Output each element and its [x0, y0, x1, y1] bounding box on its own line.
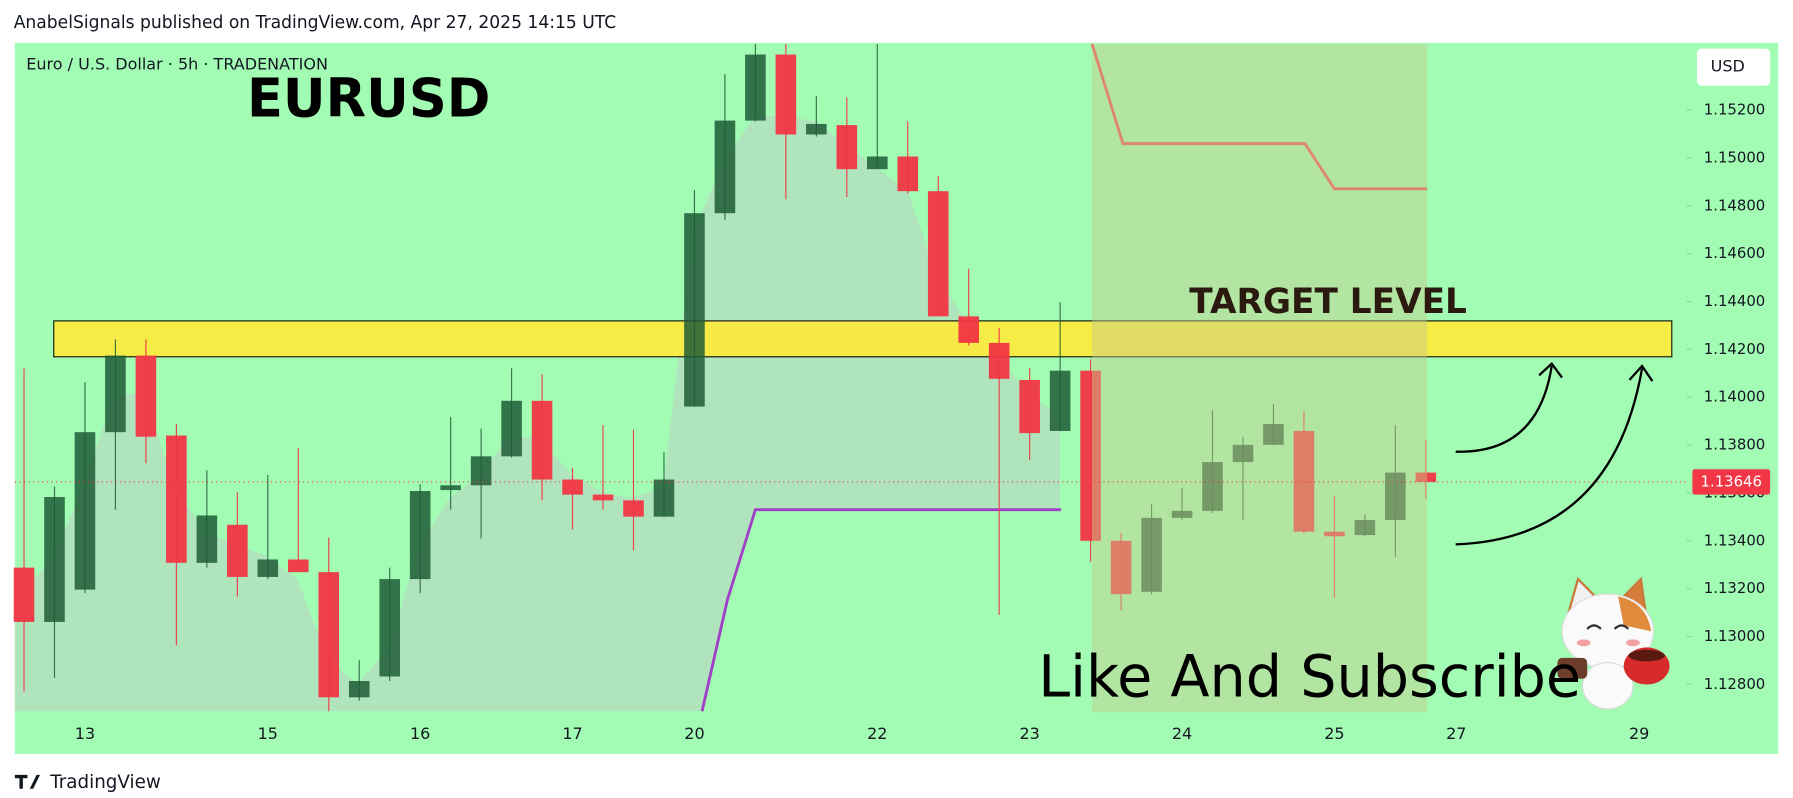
y-tick-label: 1.13200: [1704, 579, 1765, 597]
candle-body: [592, 494, 614, 501]
y-tick-label: 1.14600: [1704, 244, 1765, 262]
x-tick-label: 16: [410, 724, 430, 743]
candle-body: [836, 125, 858, 170]
candle-body: [1324, 531, 1345, 537]
publish-header: AnabelSignals published on TradingView.c…: [14, 13, 617, 33]
indicator-line: [700, 508, 1062, 712]
x-tick-label: 15: [258, 724, 278, 743]
candle-body: [105, 355, 126, 433]
candle-body: [1080, 370, 1101, 541]
candle-body: [196, 515, 218, 563]
candle-body: [74, 432, 96, 590]
x-tick-label: 29: [1629, 724, 1649, 743]
candle-body: [287, 559, 309, 573]
candle-body: [684, 213, 705, 407]
candle-body: [1171, 510, 1193, 518]
y-tick-label: 1.12800: [1704, 675, 1765, 693]
candle-body: [927, 191, 949, 317]
x-tick-label: 20: [684, 724, 704, 743]
y-tick-label: 1.15000: [1704, 148, 1765, 166]
footer-logo: [14, 774, 41, 789]
y-tick-label: 1.15200: [1704, 100, 1765, 118]
x-tick-label: 17: [562, 724, 582, 743]
indicator-area: [14, 115, 1061, 712]
arrow-head: [1628, 364, 1654, 382]
y-tick-label: 1.14200: [1704, 340, 1765, 358]
candle-body: [958, 316, 980, 343]
marks: [13, 44, 1437, 712]
candle-body: [318, 572, 340, 698]
x-tick-label: 23: [1019, 724, 1039, 743]
symbol-info: Euro / U.S. Dollar · 5h · TRADENATION: [26, 54, 328, 73]
y-tick-label: 1.13400: [1704, 531, 1765, 549]
indicator-line: [1090, 43, 1428, 191]
candle-body: [1385, 472, 1406, 520]
footer-brand: TradingView: [49, 772, 160, 793]
projection-box: [1092, 44, 1428, 713]
candle-body: [745, 54, 766, 121]
candle-body: [653, 479, 675, 517]
target-label: TARGET LEVEL: [1189, 282, 1467, 322]
candle-body: [775, 54, 797, 135]
x-tick-label: 25: [1324, 724, 1344, 743]
candle-body: [1293, 430, 1315, 532]
last-price-label: 1.13646: [1701, 472, 1762, 490]
candle-body: [806, 123, 827, 135]
candle-body: [623, 500, 644, 517]
target-zone: [53, 320, 1673, 358]
currency-badge[interactable]: [1696, 48, 1771, 86]
y-tick-label: 1.13800: [1704, 436, 1765, 454]
arrow: [1455, 365, 1553, 453]
candle-body: [531, 400, 553, 480]
candle-body: [257, 559, 279, 577]
candle-body: [1141, 517, 1162, 592]
x-tick-label: 27: [1446, 724, 1466, 743]
candle-body: [470, 456, 492, 486]
candle-body: [1049, 370, 1071, 431]
candle-body: [1202, 462, 1223, 511]
candle-body: [1263, 424, 1284, 445]
x-tick-label: 22: [867, 724, 887, 743]
candle-body: [409, 491, 431, 580]
candle-body: [135, 355, 157, 437]
currency-label[interactable]: USD: [1711, 57, 1745, 76]
arrow: [1455, 368, 1644, 546]
last-price-badge: [1692, 469, 1771, 495]
y-tick-label: 1.14400: [1704, 292, 1765, 310]
y-tick-label: 1.13000: [1704, 627, 1765, 645]
candle-body: [348, 681, 370, 698]
candle-body: [714, 120, 736, 214]
x-tick-label: 13: [75, 724, 95, 743]
call-to-action: Like And Subscribe: [1038, 643, 1581, 710]
candle-body: [988, 342, 1010, 379]
candle-body: [562, 479, 583, 495]
y-tick-label: 1.14000: [1704, 388, 1765, 406]
overlays-under: [14, 43, 1673, 712]
y-tick-label: 1.14800: [1704, 196, 1765, 214]
candle-body: [379, 579, 400, 677]
candle-body: [227, 524, 248, 577]
candle-body: [13, 567, 35, 622]
mascot: [1557, 576, 1670, 710]
candle-body: [1019, 379, 1040, 434]
chart-title: EURUSD: [247, 68, 490, 129]
candle-body: [1232, 444, 1254, 463]
candle-body: [1354, 519, 1376, 536]
candle-body: [866, 156, 888, 170]
candle-body: [440, 485, 461, 491]
candle-body: [501, 400, 522, 457]
candle-body: [44, 497, 65, 622]
x-tick-label: 24: [1172, 724, 1192, 743]
candle-body: [1110, 540, 1132, 595]
candle-body: [1415, 472, 1437, 482]
candle-body: [166, 435, 187, 563]
arrow-head: [1538, 361, 1563, 379]
overlays-over: 1.128001.130001.132001.134001.136001.138…: [14, 44, 1771, 743]
candle-body: [897, 156, 919, 192]
